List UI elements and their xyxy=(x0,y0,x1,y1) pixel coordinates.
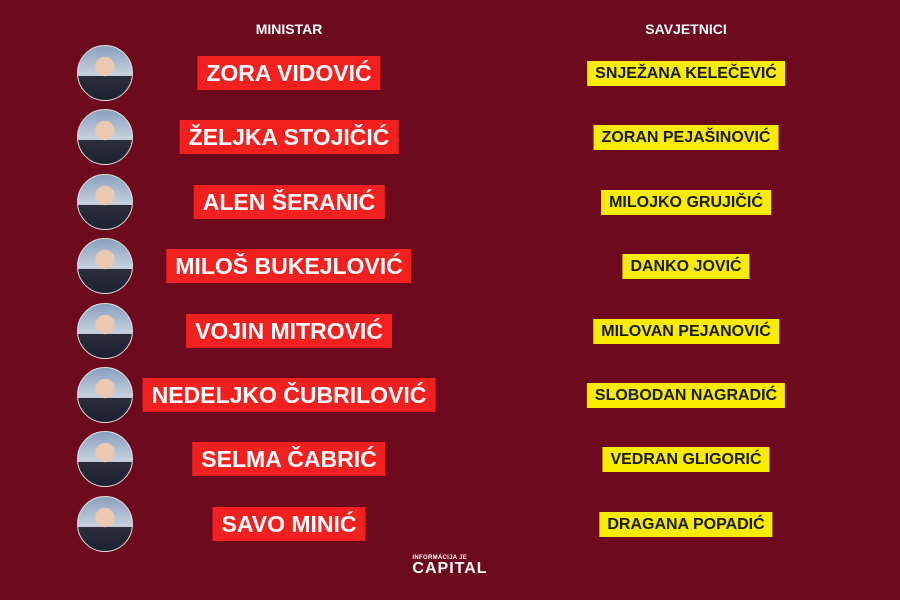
advisors-column-header: SAVJETNICI xyxy=(645,21,727,37)
advisor-name: SNJEŽANA KELEČEVIĆ xyxy=(587,61,785,86)
minister-photo xyxy=(77,495,133,552)
advisor-name: MILOVAN PEJANOVIĆ xyxy=(593,318,779,344)
minister-photo xyxy=(77,367,133,423)
minister-row: NEDELJKO ČUBRILOVIĆ SLOBODAN NAGRADIĆ xyxy=(0,365,900,425)
advisor-name: MILOJKO GRUJIČIĆ xyxy=(601,189,771,215)
minister-name: ŽELJKA STOJIČIĆ xyxy=(179,120,399,155)
minister-name: SAVO MINIĆ xyxy=(212,506,366,541)
advisor-name: DRAGANA POPADIĆ xyxy=(599,511,773,537)
logo-name: CAPITAL xyxy=(412,560,488,577)
minister-column-header: MINISTAR xyxy=(255,21,323,37)
minister-photo xyxy=(77,238,133,295)
logo-tagline: INFORMACIJA JE xyxy=(412,555,468,561)
minister-photo xyxy=(77,109,133,166)
minister-row: ZORA VIDOVIĆ SNJEŽANA KELEČEVIĆ xyxy=(0,43,900,103)
minister-row: ALEN ŠERANIĆ MILOJKO GRUJIČIĆ xyxy=(0,172,900,232)
minister-photo xyxy=(77,45,133,101)
advisor-name: DANKO JOVIĆ xyxy=(622,254,750,280)
capital-logo: INFORMACIJA JE CAPITAL xyxy=(412,555,487,577)
advisor-name: VEDRAN GLIGORIĆ xyxy=(602,447,770,473)
minister-name: MILOŠ BUKEJLOVIĆ xyxy=(166,249,412,284)
minister-name: ZORA VIDOVIĆ xyxy=(197,56,381,90)
minister-name: SELMA ČABRIĆ xyxy=(192,442,386,477)
minister-row: VOJIN MITROVIĆ MILOVAN PEJANOVIĆ xyxy=(0,301,900,361)
minister-photo xyxy=(77,173,133,230)
minister-name: NEDELJKO ČUBRILOVIĆ xyxy=(142,378,436,412)
advisor-name: ZORAN PEJAŠINOVIĆ xyxy=(593,125,779,151)
minister-row: SAVO MINIĆ DRAGANA POPADIĆ xyxy=(0,494,900,554)
minister-row: ŽELJKA STOJIČIĆ ZORAN PEJAŠINOVIĆ xyxy=(0,107,900,167)
minister-row: SELMA ČABRIĆ VEDRAN GLIGORIĆ xyxy=(0,429,900,489)
minister-row: MILOŠ BUKEJLOVIĆ DANKO JOVIĆ xyxy=(0,236,900,296)
minister-name: ALEN ŠERANIĆ xyxy=(193,184,385,219)
minister-photo xyxy=(77,431,133,488)
minister-photo xyxy=(77,302,133,359)
advisor-name: SLOBODAN NAGRADIĆ xyxy=(586,383,786,408)
minister-name: VOJIN MITROVIĆ xyxy=(186,313,392,348)
